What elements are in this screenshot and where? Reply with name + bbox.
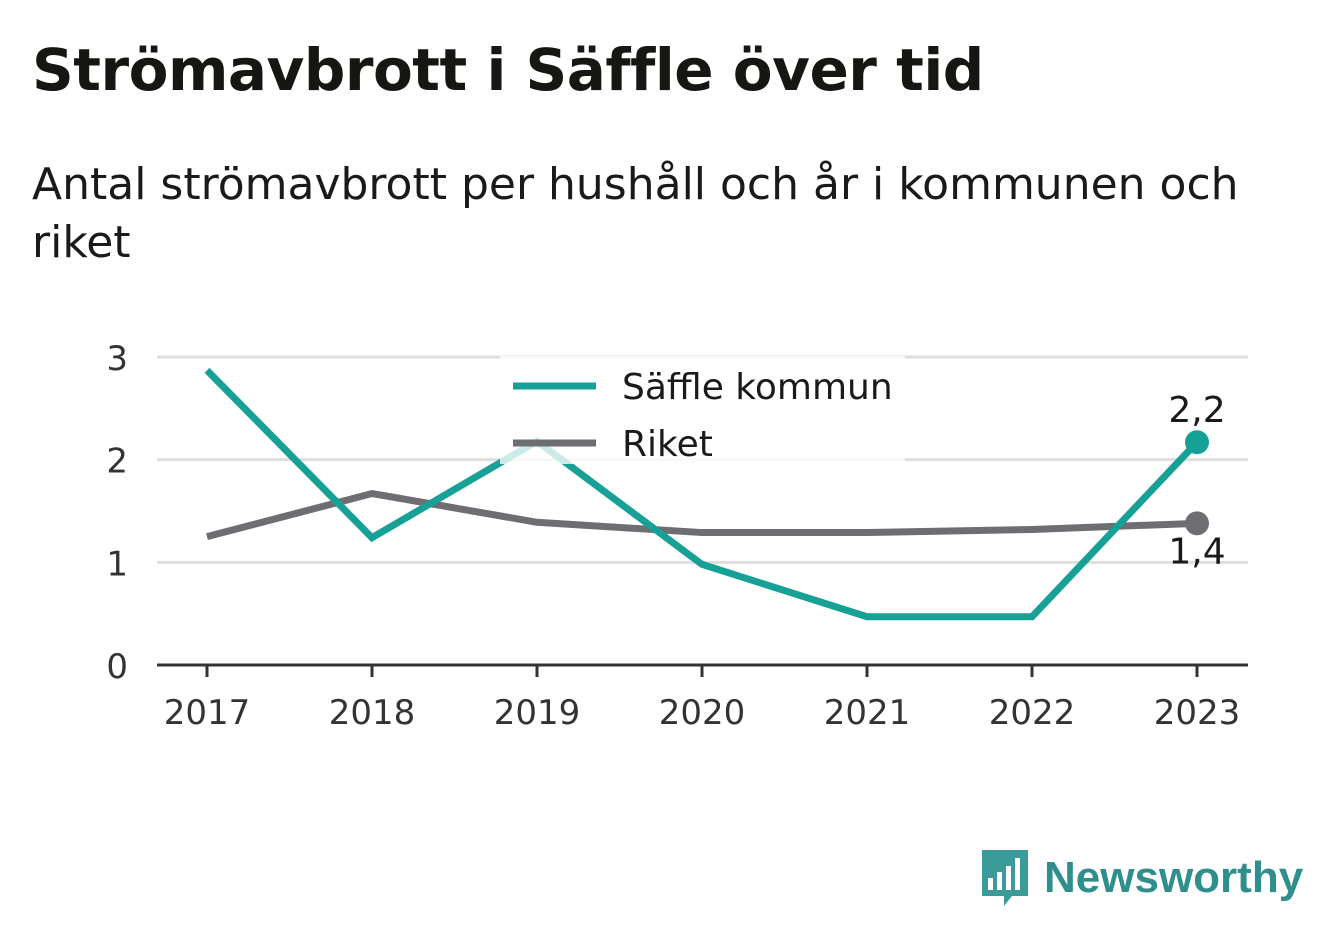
- x-tick-label: 2022: [989, 693, 1076, 733]
- x-tick-label: 2021: [824, 693, 911, 733]
- series-lines: [204, 367, 1209, 621]
- x-tick-label: 2019: [494, 693, 581, 733]
- series-line-riket: [206, 489, 1198, 541]
- x-tick-label: 2023: [1154, 693, 1241, 733]
- chart-subtitle: Antal strömavbrott per hushåll och år i …: [32, 159, 1239, 268]
- legend: Säffle kommun Riket: [500, 356, 905, 465]
- end-label-saffle: 2,2: [1168, 390, 1225, 431]
- y-tick-label: 0: [106, 647, 128, 687]
- end-point-saffle: [1185, 430, 1209, 455]
- chart-title: Strömavbrott i Säffle över tid: [32, 36, 984, 104]
- x-tick-label: 2020: [659, 693, 746, 733]
- y-tick-label: 1: [106, 544, 128, 584]
- x-tick-label: 2017: [164, 693, 251, 733]
- end-label-riket: 1,4: [1168, 531, 1225, 572]
- x-tick-label: 2018: [329, 693, 416, 733]
- legend-label: Riket: [622, 424, 713, 465]
- legend-label: Säffle kommun: [622, 367, 893, 408]
- y-tick-label: 3: [106, 339, 128, 379]
- brand-name: Newsworthy: [1044, 853, 1304, 902]
- series-line-saffle: [204, 367, 1200, 621]
- axes: 0 1 2 3 2017 2018 2019 2020 2021 2022 2023: [106, 339, 1248, 733]
- y-tick-label: 2: [106, 442, 128, 482]
- end-labels: 2,2 1,4: [1168, 390, 1225, 572]
- end-point-riket: [1185, 511, 1209, 536]
- newsworthy-logo-icon: [982, 850, 1028, 906]
- brand-logo: Newsworthy: [980, 848, 1303, 908]
